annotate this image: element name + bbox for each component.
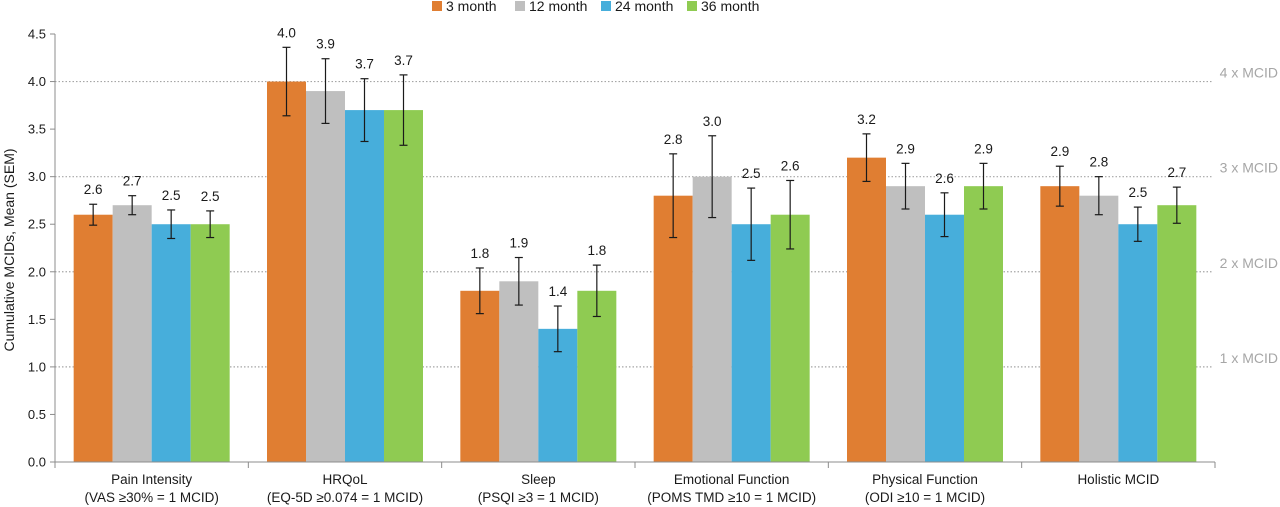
legend: 3 month 12 month 24 month 36 month bbox=[432, 0, 759, 14]
y-tick-label: 2.5 bbox=[28, 217, 46, 232]
category-label: Pain Intensity bbox=[111, 472, 192, 487]
data-label: 2.9 bbox=[896, 141, 915, 156]
y-tick-label: 2.0 bbox=[28, 264, 46, 279]
data-label: 2.6 bbox=[84, 182, 103, 197]
legend-swatch bbox=[432, 1, 442, 11]
bar bbox=[1118, 224, 1158, 462]
bar bbox=[384, 110, 423, 462]
mcid-reference-lines: 1 x MCID 2 x MCID 3 x MCID 4 x MCID bbox=[55, 65, 1278, 368]
bar bbox=[577, 290, 617, 462]
data-label: 2.7 bbox=[1167, 165, 1186, 180]
category-label: Sleep bbox=[521, 472, 556, 487]
bar bbox=[925, 214, 964, 462]
reference-line-label: 4 x MCID bbox=[1220, 65, 1278, 81]
data-label: 3.7 bbox=[355, 57, 374, 72]
data-label: 2.7 bbox=[123, 174, 142, 189]
category-label: Physical Function bbox=[872, 472, 978, 487]
data-label: 2.5 bbox=[162, 188, 181, 203]
data-label: 2.5 bbox=[1128, 185, 1147, 200]
category-sublabel: (ODI ≥10 = 1 MCID) bbox=[865, 490, 985, 505]
data-label: 1.4 bbox=[548, 284, 567, 299]
legend-swatch bbox=[687, 1, 697, 11]
bar bbox=[345, 110, 384, 462]
bar bbox=[190, 224, 230, 462]
bar bbox=[499, 281, 539, 462]
data-label: 2.5 bbox=[742, 166, 761, 181]
y-tick-label: 4.0 bbox=[28, 74, 46, 89]
bar bbox=[731, 224, 771, 462]
data-label: 2.5 bbox=[201, 189, 220, 204]
bars: 2.6 2.7 2.5 2.5 4.0 3.9 3.7 3.7 1.8 1.9 1.4 1.8 2.8 3… bbox=[73, 25, 1197, 463]
category-sublabel: (EQ-5D ≥0.074 = 1 MCID) bbox=[267, 490, 423, 505]
legend-swatch bbox=[601, 1, 611, 11]
data-label: 3.9 bbox=[316, 37, 335, 52]
data-label: 1.8 bbox=[587, 243, 606, 258]
bar bbox=[112, 205, 152, 462]
legend-label: 36 month bbox=[701, 0, 759, 14]
x-axis: Pain Intensity (VAS ≥30% = 1 MCID) HRQoL (E… bbox=[54, 461, 1216, 505]
category-sublabel: (POMS TMD ≥10 = 1 MCID) bbox=[647, 490, 816, 505]
data-label: 2.8 bbox=[664, 132, 683, 147]
bar bbox=[460, 290, 500, 462]
data-label: 3.2 bbox=[857, 112, 876, 127]
category-sublabel: (VAS ≥30% = 1 MCID) bbox=[85, 490, 219, 505]
bar bbox=[847, 157, 886, 462]
bar bbox=[151, 224, 191, 462]
data-label: 2.6 bbox=[781, 158, 800, 173]
category-label: HRQoL bbox=[322, 472, 368, 487]
y-tick-label: 0.5 bbox=[28, 407, 46, 422]
bar bbox=[306, 91, 345, 463]
bar bbox=[73, 214, 113, 462]
bar bbox=[886, 186, 925, 462]
bar bbox=[653, 195, 693, 462]
y-tick-label: 1.5 bbox=[28, 312, 46, 327]
bar bbox=[267, 81, 306, 463]
data-label: 2.9 bbox=[1050, 144, 1069, 159]
reference-line-label: 2 x MCID bbox=[1220, 255, 1278, 271]
bar bbox=[1079, 195, 1119, 462]
y-tick-label: 1.0 bbox=[28, 359, 46, 374]
bar bbox=[770, 214, 810, 462]
category-label: Holistic MCID bbox=[1077, 472, 1159, 487]
data-label: 3.7 bbox=[394, 53, 413, 68]
bar bbox=[1040, 186, 1080, 462]
legend-label: 12 month bbox=[529, 0, 587, 14]
y-axis: 0.0 0.5 1.0 1.5 2.0 2.5 3.0 3.5 4.0 4.5 bbox=[28, 27, 56, 470]
data-label: 2.6 bbox=[935, 171, 954, 186]
reference-line-label: 3 x MCID bbox=[1220, 160, 1278, 176]
legend-label: 24 month bbox=[615, 0, 673, 14]
category-sublabel: (PSQI ≥3 = 1 MCID) bbox=[478, 490, 599, 505]
data-label: 1.9 bbox=[509, 236, 528, 251]
bar bbox=[1157, 205, 1197, 462]
reference-line-label: 1 x MCID bbox=[1220, 350, 1278, 366]
y-tick-label: 3.0 bbox=[28, 169, 46, 184]
y-tick-label: 4.5 bbox=[28, 27, 46, 42]
y-axis-label: Cumulative MCIDs, Mean (SEM) bbox=[1, 148, 17, 351]
data-label: 2.8 bbox=[1089, 155, 1108, 170]
y-tick-label: 3.5 bbox=[28, 122, 46, 137]
data-label: 4.0 bbox=[277, 25, 296, 40]
bar bbox=[964, 186, 1003, 462]
data-label: 3.0 bbox=[703, 114, 722, 129]
bar bbox=[692, 176, 732, 462]
data-label: 1.8 bbox=[470, 246, 489, 261]
category-label: Emotional Function bbox=[674, 472, 790, 487]
legend-label: 3 month bbox=[446, 0, 497, 14]
data-label: 2.9 bbox=[974, 141, 993, 156]
y-tick-label: 0.0 bbox=[28, 455, 46, 470]
legend-swatch bbox=[515, 1, 525, 11]
